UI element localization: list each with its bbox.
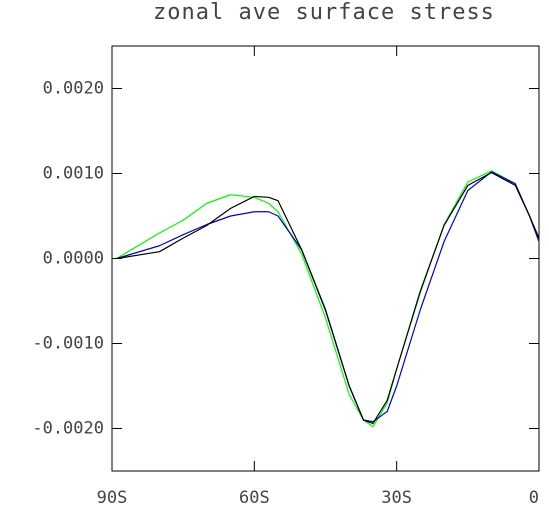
- y-tick-label: -0.0020: [32, 419, 104, 439]
- series-line: [116, 172, 540, 424]
- y-tick-label: 0.0000: [43, 249, 104, 269]
- y-tick-label: 0.0020: [43, 79, 104, 99]
- x-tick-label: 60S: [239, 488, 270, 508]
- x-tick-label: 90S: [97, 488, 128, 508]
- plot-frame: [111, 45, 540, 472]
- x-tick-label: 0: [529, 488, 539, 508]
- y-tick-label: 0.0010: [43, 164, 104, 184]
- series-line: [116, 171, 540, 423]
- x-tick-label: 30S: [381, 488, 412, 508]
- y-tick-label: -0.0010: [32, 334, 104, 354]
- series-line: [116, 170, 540, 428]
- chart-title: zonal ave surface stress: [153, 0, 495, 25]
